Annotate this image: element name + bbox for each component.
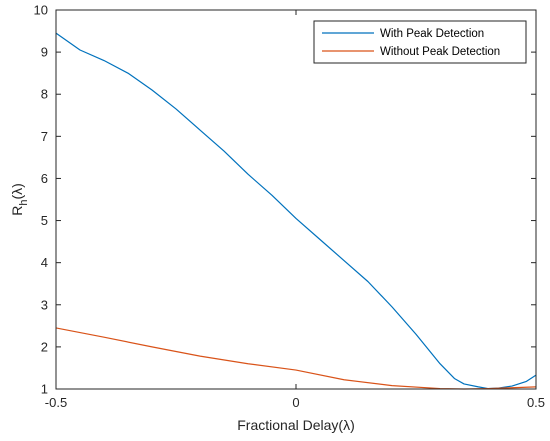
y-tick-label: 8 bbox=[41, 87, 48, 102]
x-tick-label: -0.5 bbox=[45, 395, 67, 410]
y-axis-title-tail: (λ) bbox=[9, 183, 25, 199]
plot-frame bbox=[55, 9, 537, 390]
x-axis-title: Fractional Delay(λ) bbox=[237, 417, 354, 433]
y-tick-label: 10 bbox=[34, 3, 48, 18]
y-axis-title: Rh(λ) bbox=[9, 183, 30, 216]
legend: With Peak Detection Without Peak Detecti… bbox=[313, 20, 527, 64]
y-axis-title-main: R bbox=[9, 206, 25, 216]
plot-area-background bbox=[56, 10, 536, 389]
legend-label-without-peak-detection: Without Peak Detection bbox=[380, 46, 500, 58]
x-tick-label: 0.5 bbox=[527, 395, 545, 410]
y-tick-label: 7 bbox=[41, 129, 48, 144]
y-tick-label: 5 bbox=[41, 213, 48, 228]
y-tick-label: 6 bbox=[41, 171, 48, 186]
ticks-layer bbox=[55, 9, 537, 390]
y-tick-label: 9 bbox=[41, 45, 48, 60]
y-tick-label: 2 bbox=[41, 339, 48, 354]
legend-box bbox=[313, 20, 527, 64]
y-tick-label: 1 bbox=[41, 382, 48, 397]
tick-labels: -0.5 0 0.5 1 2 3 4 5 6 7 8 9 10 bbox=[34, 3, 546, 411]
y-axis-title-subscript: h bbox=[18, 200, 30, 206]
x-tick-label: 0 bbox=[292, 395, 299, 410]
legend-label-with-peak-detection: With Peak Detection bbox=[380, 28, 484, 40]
y-tick-label: 4 bbox=[41, 255, 48, 270]
y-tick-label: 3 bbox=[41, 297, 48, 312]
